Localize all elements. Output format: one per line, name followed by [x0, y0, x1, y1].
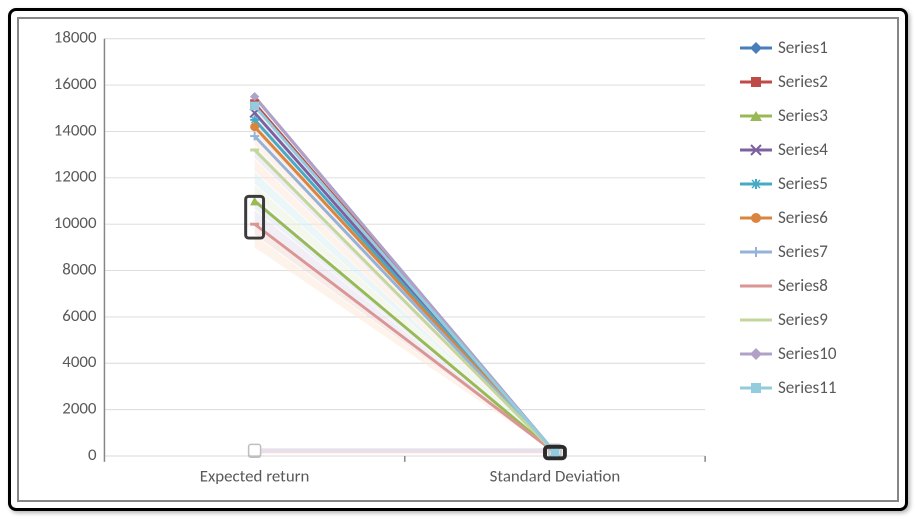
chart-legend: Series1 Series2 Series3 Series4 Series5: [732, 19, 897, 500]
legend-label: Series3: [778, 105, 828, 126]
legend-swatch: [740, 143, 772, 157]
svg-text:0: 0: [88, 445, 97, 465]
legend-label: Series5: [778, 173, 828, 194]
svg-text:18000: 18000: [54, 29, 97, 48]
legend-item: Series3: [740, 105, 887, 126]
legend-item: Series11: [740, 377, 887, 398]
legend-swatch: [740, 279, 772, 293]
svg-text:16000: 16000: [54, 74, 97, 94]
legend-item: Series4: [740, 139, 887, 160]
svg-text:4000: 4000: [62, 352, 97, 372]
legend-item: Series1: [740, 37, 887, 58]
legend-label: Series11: [778, 377, 836, 398]
legend-swatch: [740, 211, 772, 225]
legend-swatch: [740, 41, 772, 55]
legend-label: Series6: [778, 207, 828, 228]
legend-label: Series8: [778, 275, 828, 296]
chart-plot-area: 0 2000 4000 6000 8000 10000 12000 14000 16000 180…: [19, 19, 732, 500]
legend-item: Series2: [740, 71, 887, 92]
legend-swatch: [740, 245, 772, 259]
legend-label: Series1: [778, 37, 828, 58]
legend-label: Series4: [778, 139, 828, 160]
legend-label: Series7: [778, 241, 828, 262]
legend-swatch: [740, 75, 772, 89]
legend-label: Series9: [778, 309, 828, 330]
svg-text:2000: 2000: [62, 399, 97, 419]
legend-item: Series5: [740, 173, 887, 194]
legend-label: Series10: [778, 343, 836, 364]
legend-swatch: [740, 347, 772, 361]
legend-swatch: [740, 177, 772, 191]
legend-swatch: [740, 109, 772, 123]
svg-text:6000: 6000: [62, 306, 97, 326]
legend-item: Series7: [740, 241, 887, 262]
legend-label: Series2: [778, 71, 828, 92]
svg-text:14000: 14000: [54, 121, 97, 141]
legend-swatch: [740, 381, 772, 395]
chart-svg: 0 2000 4000 6000 8000 10000 12000 14000 16000 180…: [27, 29, 722, 490]
legend-item: Series9: [740, 309, 887, 330]
svg-text:12000: 12000: [54, 167, 97, 187]
legend-item: Series10: [740, 343, 887, 364]
svg-text:8000: 8000: [62, 260, 97, 280]
chart-outer-frame: 0 2000 4000 6000 8000 10000 12000 14000 16000 180…: [8, 8, 908, 511]
svg-text:10000: 10000: [54, 213, 97, 233]
legend-item: Series6: [740, 207, 887, 228]
legend-item: Series8: [740, 275, 887, 296]
svg-text:Expected return: Expected return: [200, 466, 310, 486]
svg-text:Standard Deviation: Standard Deviation: [490, 466, 621, 486]
chart-inner-frame: 0 2000 4000 6000 8000 10000 12000 14000 16000 180…: [17, 17, 899, 502]
legend-swatch: [740, 313, 772, 327]
